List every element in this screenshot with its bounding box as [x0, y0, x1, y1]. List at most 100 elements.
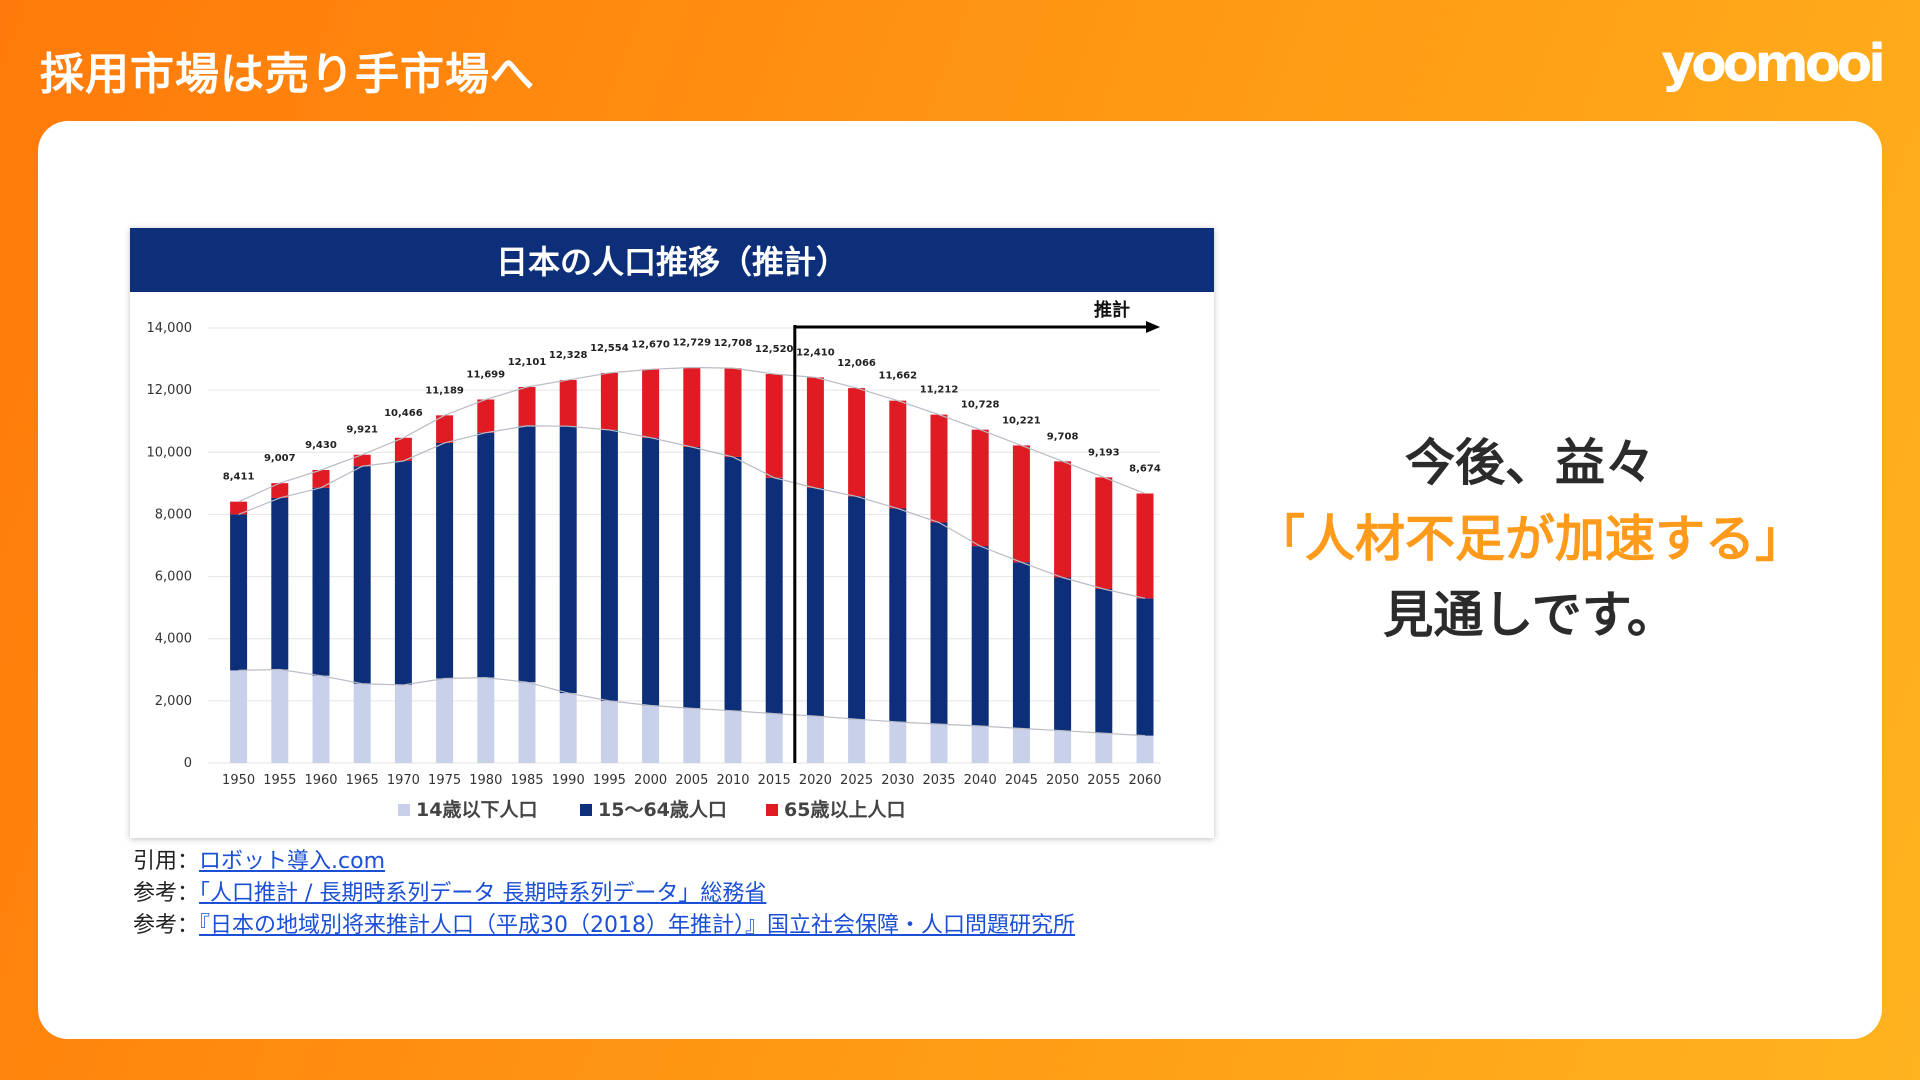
bar-segment — [848, 719, 866, 763]
data-label: 12,410 — [796, 347, 835, 358]
bar-segment — [312, 675, 330, 763]
bar-segment — [600, 700, 618, 763]
bar-segment — [1095, 589, 1113, 734]
x-tick-label: 1995 — [593, 773, 626, 788]
trend-line — [238, 366, 1146, 503]
data-label: 9,921 — [346, 425, 378, 436]
data-label: 12,670 — [631, 339, 670, 350]
legend-label: 14歳以下人口 — [416, 799, 537, 821]
data-label: 8,674 — [1129, 463, 1161, 474]
bar-segment — [600, 429, 618, 701]
bar-segment — [1012, 562, 1030, 729]
x-tick-label: 2015 — [758, 773, 791, 788]
x-tick-label: 1975 — [428, 773, 461, 788]
bar-segment — [724, 456, 742, 711]
bar-segment — [436, 415, 454, 443]
bar-segment — [600, 372, 618, 430]
legend-label: 15〜64歳人口 — [598, 799, 727, 821]
data-label: 12,066 — [837, 358, 876, 369]
bar-segment — [765, 713, 783, 763]
brand-logo: yoomooi — [1661, 34, 1886, 94]
bar-segment — [683, 708, 701, 763]
bar-segment — [889, 508, 907, 722]
x-tick-label: 2035 — [922, 773, 955, 788]
reference-row: 参考：「人口推計 / 長期時系列データ 長期時系列データ」総務省 — [133, 878, 1075, 910]
reference-link-robot[interactable]: ロボット導入.com — [199, 849, 385, 874]
bar-segment — [271, 497, 289, 670]
bar-segment — [353, 466, 371, 684]
bar-segment — [1136, 598, 1154, 736]
bar-segment — [559, 693, 577, 763]
bar-segment — [848, 496, 866, 720]
legend-label: 65歳以上人口 — [784, 799, 905, 821]
reference-link-ipss[interactable]: 『日本の地域別将来推計人口（平成30（2018）年推計）』国立社会保障・人口問題… — [199, 913, 1076, 938]
reference-prefix: 引用： — [133, 849, 200, 874]
data-label: 10,728 — [961, 400, 1000, 411]
bar-segment — [353, 683, 371, 763]
x-tick-label: 1980 — [469, 773, 502, 788]
bar-segment — [271, 483, 289, 498]
data-label: 9,708 — [1047, 431, 1079, 442]
projection-arrow-head — [1146, 321, 1160, 333]
bar-segment — [1136, 735, 1154, 763]
bar-segment — [394, 437, 412, 461]
data-label: 11,212 — [920, 385, 959, 396]
bar-segment — [930, 414, 948, 523]
bar-segment — [683, 367, 701, 448]
data-label: 10,221 — [1002, 415, 1041, 426]
x-tick-label: 1955 — [263, 773, 296, 788]
trend-line — [238, 425, 1146, 599]
y-tick-label: 8,000 — [155, 507, 192, 522]
bar-segment — [971, 429, 989, 547]
x-tick-label: 2020 — [799, 773, 832, 788]
bar-segment — [971, 726, 989, 763]
bar-segment — [394, 460, 412, 686]
y-tick-label: 0 — [184, 756, 192, 771]
bar-segment — [1012, 445, 1030, 563]
bar-segment — [1012, 728, 1030, 763]
bar-segment — [642, 369, 660, 438]
bar-segment — [230, 670, 248, 763]
bar-segment — [312, 487, 330, 676]
bar-segment — [230, 501, 248, 515]
x-tick-label: 2040 — [964, 773, 997, 788]
data-label: 11,662 — [879, 371, 918, 382]
bar-segment — [765, 373, 783, 478]
bar-segment — [806, 488, 824, 717]
bar-segment — [436, 442, 454, 679]
bar-segment — [436, 678, 454, 763]
y-tick-label: 4,000 — [155, 632, 192, 647]
bar-segment — [642, 437, 660, 706]
bar-segment — [394, 685, 412, 763]
trend-line — [238, 668, 1146, 737]
reference-prefix: 参考： — [133, 881, 200, 906]
data-label: 10,466 — [384, 408, 423, 419]
x-tick-label: 1950 — [222, 773, 255, 788]
chart-title: 日本の人口推移（推計） — [130, 228, 1214, 292]
bar-segment — [353, 454, 371, 467]
slide-title: 採用市場は売り手市場へ — [40, 49, 535, 100]
bar-segment — [724, 368, 742, 457]
x-tick-label: 1960 — [304, 773, 337, 788]
legend-swatch — [580, 804, 592, 816]
reference-link-soumusho[interactable]: 「人口推計 / 長期時系列データ 長期時系列データ」総務省 — [199, 881, 767, 906]
bar-segment — [1054, 461, 1072, 578]
x-tick-label: 2045 — [1005, 773, 1038, 788]
bar-segment — [806, 716, 824, 763]
bar-segment — [1054, 730, 1072, 763]
bar-segment — [971, 546, 989, 727]
references: 引用：ロボット導入.com 参考：「人口推計 / 長期時系列データ 長期時系列デ… — [133, 846, 1075, 942]
bar-segment — [518, 682, 536, 763]
x-tick-label: 2000 — [634, 773, 667, 788]
bar-segment — [1136, 493, 1154, 599]
bar-segment — [1095, 477, 1113, 589]
bar-segment — [271, 669, 289, 763]
bar-segment — [724, 710, 742, 763]
bar-segment — [477, 399, 495, 433]
data-label: 11,699 — [467, 369, 506, 380]
bar-segment — [477, 677, 495, 763]
x-tick-label: 2060 — [1128, 773, 1161, 788]
message-line-3: 見通しです。 — [1383, 586, 1677, 644]
data-label: 12,328 — [549, 350, 588, 361]
bar-segment — [1054, 577, 1072, 731]
